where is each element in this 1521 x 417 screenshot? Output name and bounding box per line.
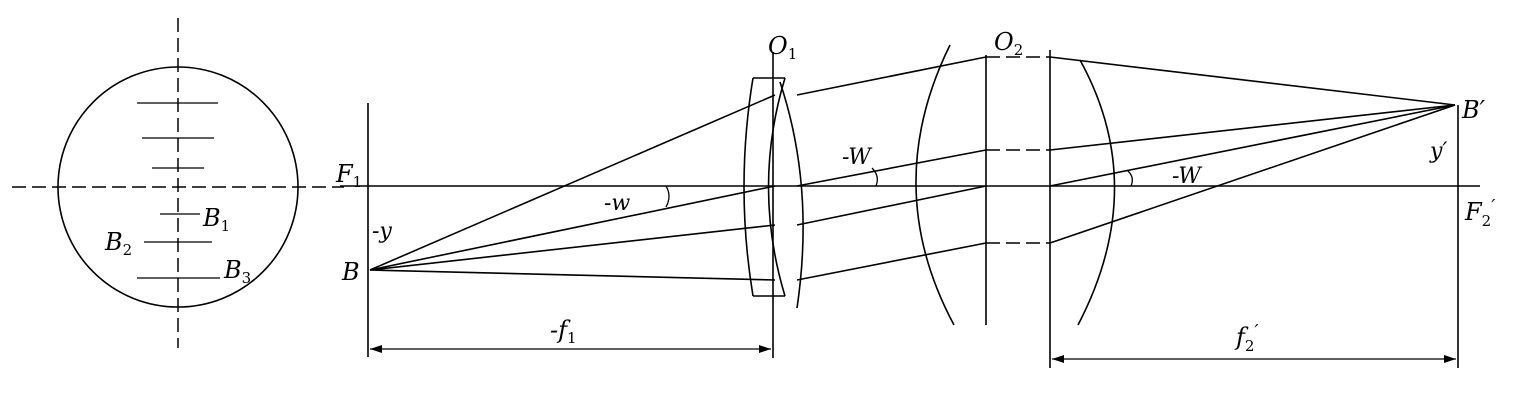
reticle-view bbox=[12, 18, 344, 348]
label-neg-W-2: -W bbox=[1172, 164, 1203, 189]
ray-to-Bprime-2 bbox=[1049, 104, 1456, 151]
objective-lens bbox=[743, 52, 804, 358]
objective-element-right bbox=[779, 81, 804, 309]
angle-arc-W-2 bbox=[1126, 169, 1133, 187]
objective-element-left bbox=[743, 77, 754, 297]
label-B: B bbox=[341, 258, 360, 286]
label-f2prime: f2′ bbox=[1234, 321, 1259, 355]
ray-paths bbox=[369, 56, 1456, 281]
ray-to-Bprime-1 bbox=[1049, 56, 1456, 106]
label-O2: O2 bbox=[994, 28, 1023, 59]
label-neg-y: -y bbox=[372, 219, 392, 244]
label-O1: O1 bbox=[768, 32, 797, 63]
ray-lower-to-O2 bbox=[796, 242, 987, 281]
ray-B-mid bbox=[369, 224, 776, 271]
angle-arc-W-1 bbox=[871, 167, 878, 187]
field-lens-left-surface bbox=[915, 44, 955, 326]
label-B2: B2 bbox=[104, 228, 132, 259]
label-neg-w: -w bbox=[604, 191, 630, 216]
label-neg-W-1: -W bbox=[842, 145, 873, 170]
ray-mid-to-O2 bbox=[796, 185, 987, 226]
label-y-prime: y′ bbox=[1429, 139, 1447, 164]
eyepiece-right-surface bbox=[1077, 59, 1116, 326]
ray-to-Bprime-3 bbox=[1049, 104, 1456, 187]
ray-to-Bprime-4 bbox=[1049, 104, 1456, 244]
label-B3: B3 bbox=[223, 256, 251, 287]
ray-upper-to-O2 bbox=[796, 56, 987, 96]
label-B1: B1 bbox=[202, 204, 230, 235]
ray-B-upper bbox=[369, 94, 776, 271]
label-F1: F1 bbox=[335, 160, 362, 191]
ray-chief-to-O2 bbox=[796, 149, 987, 187]
label-Bprime: B′ bbox=[1461, 96, 1486, 124]
ray-B-chief bbox=[369, 185, 776, 271]
label-F2prime: F2′ bbox=[1464, 196, 1495, 230]
label-neg-f1: -f1 bbox=[550, 316, 577, 347]
angle-arc-w bbox=[665, 185, 670, 208]
ray-B-lower bbox=[369, 269, 776, 281]
